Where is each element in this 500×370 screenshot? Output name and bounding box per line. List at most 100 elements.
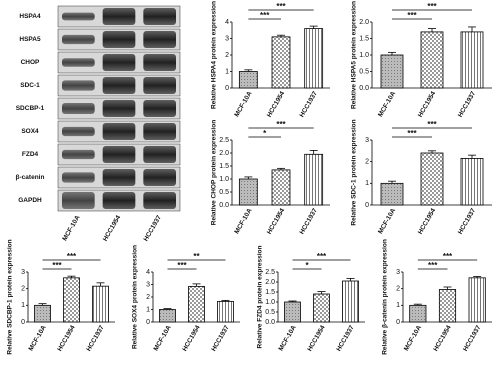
bar [409,304,427,323]
bar [188,285,205,323]
x-tick-label: MCF-10A [233,90,253,118]
blot-band [143,146,176,163]
y-tick-label: 1 [396,302,400,309]
significance-label: *** [443,252,453,261]
y-tick-label: 2 [21,286,25,293]
x-tick-label: MCF-10A [28,324,48,352]
y-tick-label: 2.0 [359,19,369,26]
bar [313,293,330,323]
y-tick-label: 1.5 [219,163,229,170]
bar [92,285,109,323]
significance-label: *** [67,252,77,261]
protein-label: HSPA5 [19,36,41,43]
x-tick-label: HCC1937 [335,324,356,353]
y-tick-label: 0 [225,85,229,92]
bar [238,178,258,206]
significance-label: ** [193,252,200,261]
y-tick-label: 0.5 [219,189,229,196]
x-tick-label: HCC1954 [306,324,327,353]
x-tick-label: HCC1937 [457,90,478,119]
x-tick-label: MCF-10A [377,207,397,235]
significance-label: *** [52,261,62,270]
x-tick-label: HCC1954 [56,324,77,353]
protein-label: β-catenin [16,174,45,181]
significance-label: *** [407,11,417,20]
significance-label: *** [407,129,417,138]
blot-band [102,54,136,71]
y-tick-label: 4 [146,269,150,276]
x-tick-label: HCC1954 [417,90,438,119]
y-tick-label: 4 [225,19,229,26]
blot-band [62,58,95,67]
protein-label: SDCBP-1 [16,105,45,112]
blot-band [62,34,95,45]
y-tick-label: 0 [21,319,25,326]
bar [304,28,324,89]
x-tick-label: HCC1937 [462,324,483,353]
x-tick-label: MCF-10A [377,90,397,118]
y-axis-label: Relative SDCBP-1 protein expression [7,239,14,354]
bar [460,31,484,89]
blot-band [143,169,176,186]
y-axis-label: Relative HSPA5 protein expression [351,1,358,109]
bar [159,309,176,323]
y-tick-label: 1.0 [359,52,369,59]
x-tick-label: MCF-10A [403,324,423,352]
x-tick-label: HCC1937 [299,207,320,236]
blot-band [62,102,95,115]
y-tick-label: 3 [225,35,229,42]
y-axis-label: Relative β-catenin protein expression [382,239,389,355]
y-axis-label: Relative HSPA4 protein expression [211,1,218,109]
y-tick-label: 0.0 [219,202,229,209]
bar [238,71,258,89]
significance-label: *** [428,261,438,270]
blot-band [143,77,176,94]
significance-label: *** [427,120,437,129]
x-tick-label: HCC1954 [417,207,438,236]
protein-label: HSPA4 [19,13,41,20]
significance-label: *** [276,2,286,11]
blot-band [62,12,95,21]
bar [460,158,484,206]
blot-band [62,172,95,183]
blot-band [143,8,176,25]
y-tick-label: 0.5 [359,68,369,75]
y-axis-label: Relative CHOP protein expression [211,120,218,225]
blot-band [62,192,95,209]
y-tick-label: 2 [396,286,400,293]
bar [304,153,324,206]
sample-label: HCC1937 [143,214,164,243]
blot-band [102,100,136,117]
y-tick-label: 0 [396,319,400,326]
y-tick-label: 2 [365,159,369,166]
y-tick-label: 1.0 [265,299,275,306]
bar [271,36,291,89]
significance-label: * [263,129,267,138]
sample-label: HCC1954 [102,214,123,243]
y-tick-label: 3 [146,281,150,288]
bar [284,301,301,323]
x-tick-label: MCF-10A [278,324,298,352]
y-tick-label: 1 [146,306,150,313]
blot-band [62,80,95,91]
x-tick-label: HCC1954 [432,324,453,353]
bar [380,182,404,206]
y-tick-label: 1.5 [265,289,275,296]
bar [342,280,359,323]
y-tick-label: 2.0 [265,279,275,286]
y-tick-label: 1.0 [219,176,229,183]
bar [217,300,234,323]
x-tick-label: HCC1954 [266,207,287,236]
bar-chart: 0 1 2 3 4 Relative HSPA4 protein expression MC… [211,1,330,119]
protein-label: SOX4 [21,128,39,135]
blot-band [143,100,176,117]
x-tick-label: HCC1937 [85,324,106,353]
blot-band [62,126,95,137]
x-tick-label: HCC1954 [266,90,287,119]
y-tick-label: 3 [21,269,25,276]
y-axis-label: Relative SDC-1 protein expression [351,119,358,225]
y-tick-label: 1.5 [359,35,369,42]
